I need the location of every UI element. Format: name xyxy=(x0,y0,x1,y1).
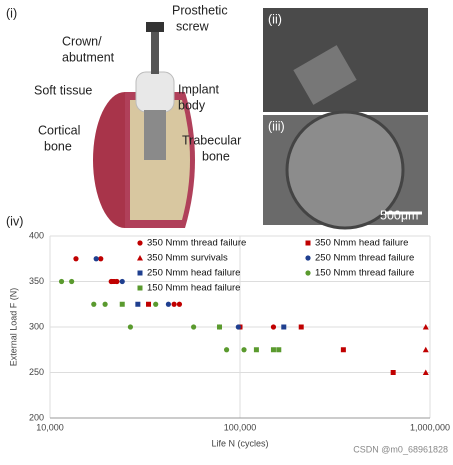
marker xyxy=(137,270,143,276)
label-screw: Prosthetic xyxy=(172,3,228,17)
marker xyxy=(422,369,429,375)
panel-label: (iii) xyxy=(268,119,285,133)
marker xyxy=(305,255,311,261)
marker xyxy=(241,347,247,353)
legend-label: 250 Nmm thread failure xyxy=(315,253,414,264)
legend-label: 150 Nmm thread failure xyxy=(315,268,414,279)
panel-label: (i) xyxy=(6,6,17,20)
marker xyxy=(119,278,125,285)
label-crown: Crown/ xyxy=(62,34,102,48)
legend-label: 350 Nmm head failure xyxy=(315,238,408,249)
marker xyxy=(137,240,143,246)
marker xyxy=(281,324,287,330)
watermark: CSDN @m0_68961828 xyxy=(353,444,448,454)
marker xyxy=(340,347,346,353)
marker xyxy=(298,324,304,330)
label-implant: Implant xyxy=(178,82,220,96)
marker xyxy=(165,301,172,307)
panel-label: (iv) xyxy=(6,214,23,228)
marker xyxy=(73,256,79,262)
marker xyxy=(216,324,222,330)
x-tick-label: 1,000,000 xyxy=(410,422,450,432)
x-axis-label: Life N (cycles) xyxy=(211,438,268,448)
legend-label: 350 Nmm survivals xyxy=(147,253,228,264)
label-soft-tissue: Soft tissue xyxy=(34,83,92,97)
marker xyxy=(153,301,159,307)
marker xyxy=(253,347,259,353)
y-axis-label: External Load F (N) xyxy=(8,288,18,367)
legend-label: 150 Nmm head failure xyxy=(147,283,240,294)
marker xyxy=(270,324,277,330)
y-tick-label: 200 xyxy=(29,412,44,422)
x-tick-label: 100,000 xyxy=(224,422,257,432)
photo-fixture xyxy=(293,45,357,105)
marker xyxy=(110,279,116,284)
marker xyxy=(422,346,429,353)
marker xyxy=(270,347,276,353)
y-tick-label: 250 xyxy=(29,367,44,377)
marker xyxy=(119,301,125,307)
y-tick-label: 350 xyxy=(29,276,44,286)
marker xyxy=(127,324,134,330)
photo-ii xyxy=(263,8,428,112)
marker xyxy=(276,347,282,353)
marker xyxy=(191,324,197,330)
fracture-surface xyxy=(285,110,405,230)
marker xyxy=(223,347,230,353)
marker xyxy=(422,324,429,330)
marker xyxy=(146,301,152,307)
label-cortical: bone xyxy=(44,139,72,153)
marker xyxy=(102,301,108,307)
implant-illustration xyxy=(93,22,195,228)
label-cortical: Cortical xyxy=(38,123,80,137)
scale-bar-label: 500μm xyxy=(380,208,418,222)
marker xyxy=(305,240,311,246)
legend-label: 350 Nmm thread failure xyxy=(147,238,246,249)
marker xyxy=(390,370,396,375)
y-tick-label: 400 xyxy=(29,230,44,240)
marker xyxy=(58,278,65,285)
y-tick-label: 300 xyxy=(29,321,44,331)
marker xyxy=(135,301,141,307)
marker xyxy=(69,278,75,285)
marker xyxy=(171,301,177,307)
marker xyxy=(235,324,241,330)
marker xyxy=(137,255,143,261)
marker xyxy=(176,301,183,307)
marker xyxy=(98,256,104,262)
marker xyxy=(93,256,99,262)
label-trabecular: bone xyxy=(202,149,230,163)
marker xyxy=(91,301,97,307)
legend-label: 250 Nmm head failure xyxy=(147,268,240,279)
label-implant: body xyxy=(178,98,206,112)
label-trabecular: Trabecular xyxy=(182,133,241,147)
x-tick-label: 10,000 xyxy=(36,422,64,432)
panel-label: (ii) xyxy=(268,12,282,26)
marker xyxy=(305,270,311,276)
marker xyxy=(137,285,143,291)
label-screw: screw xyxy=(176,19,210,33)
label-crown: abutment xyxy=(62,50,115,64)
